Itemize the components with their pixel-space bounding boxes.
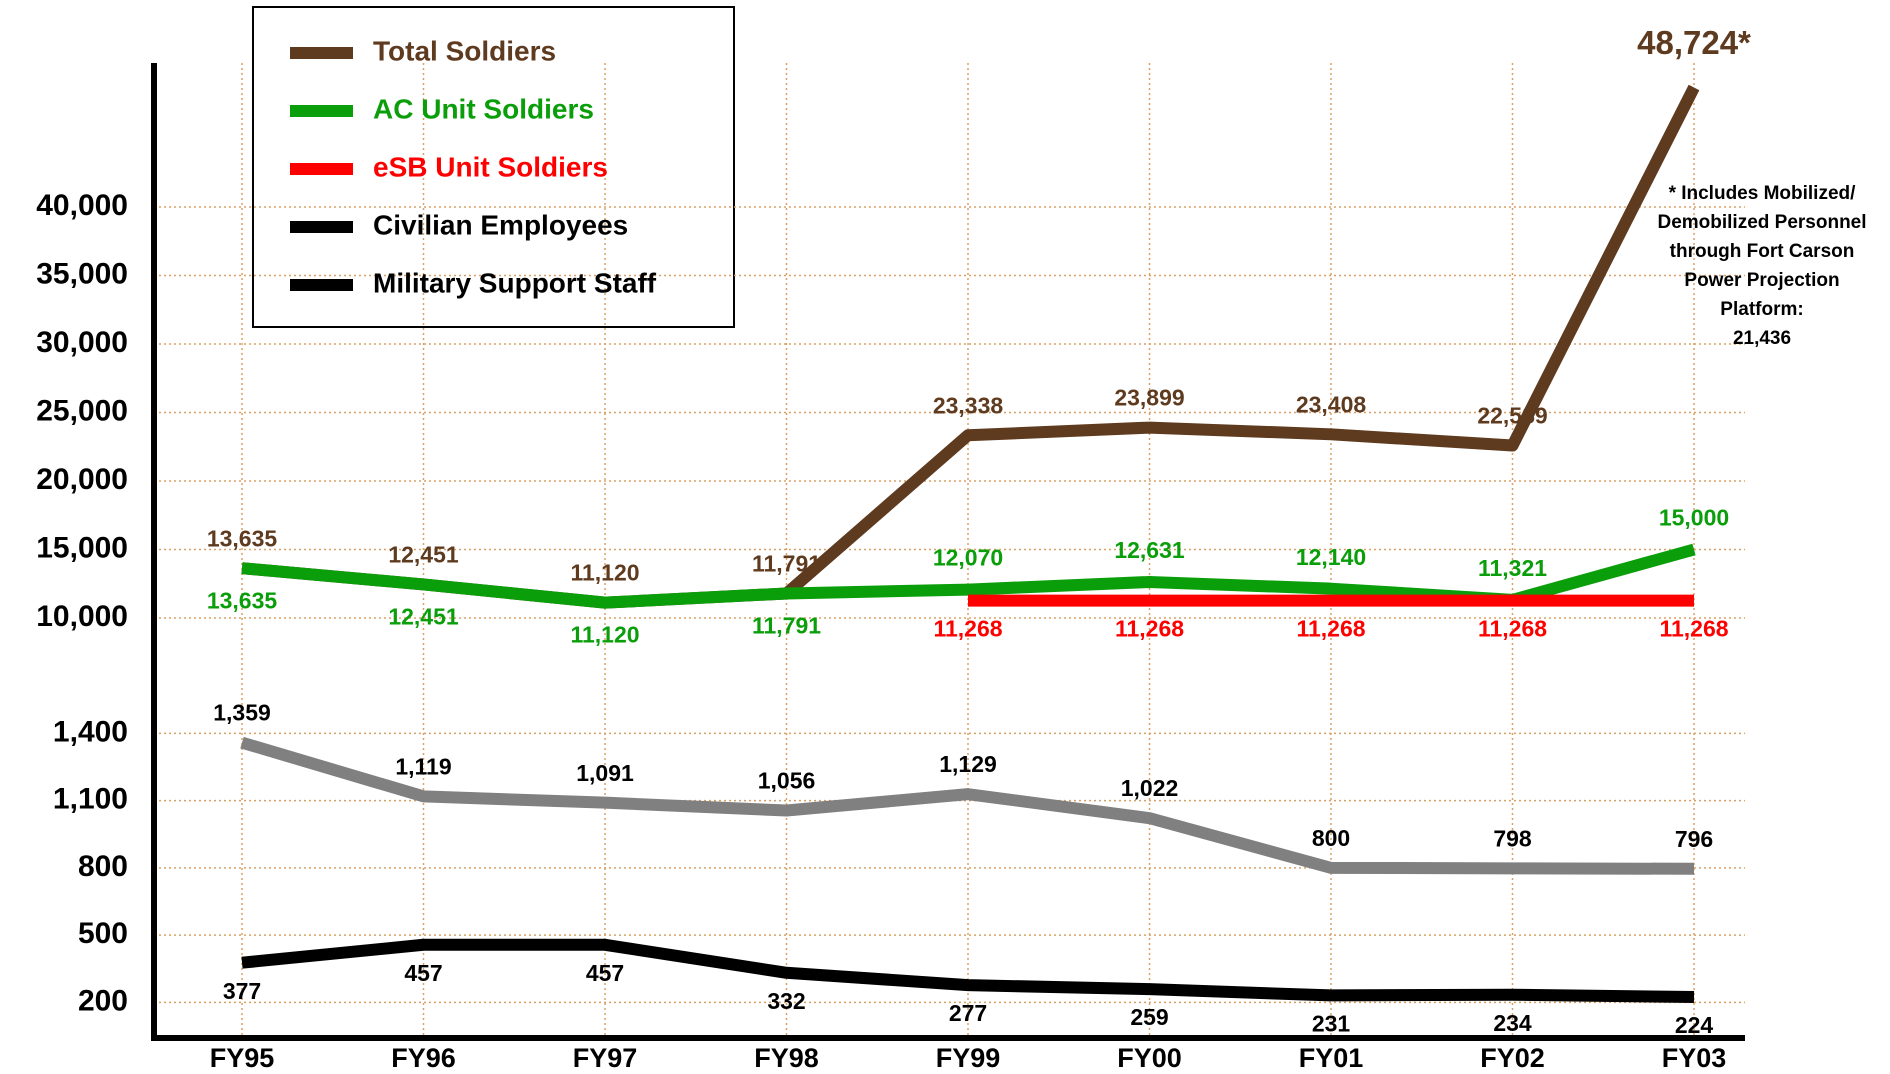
annotation: through Fort Carson [1670,241,1855,262]
y-tick-label: 500 [78,917,128,950]
data-label: 1,091 [576,760,634,786]
legend-label: Military Support Staff [373,267,657,298]
series-line [240,736,1695,875]
legend-label: eSB Unit Soldiers [373,151,608,182]
data-label: 13,635 [207,587,278,613]
y-tick-label: 35,000 [36,257,128,290]
data-label: 224 [1675,1012,1714,1038]
data-label: 23,338 [933,392,1004,418]
y-tick-label: 200 [78,984,128,1017]
data-label: 11,268 [1296,616,1365,642]
annotation: 21,436 [1733,328,1791,349]
series-line [241,938,1695,1003]
data-label: 1,119 [395,753,451,779]
x-tick-label: FY02 [1480,1043,1545,1073]
data-label: 12,451 [388,603,459,629]
data-label: 15,000 [1659,505,1729,531]
data-label: 11,791 [752,551,821,577]
annotation: Power Projection [1684,270,1839,291]
x-tick-label: FY00 [1117,1043,1182,1073]
data-label: 48,724* [1637,24,1751,61]
data-label: 231 [1312,1011,1351,1037]
data-label: 13,635 [207,525,278,551]
data-label: 234 [1493,1010,1532,1036]
data-label: 11,268 [1659,616,1728,642]
data-label: 798 [1493,825,1532,851]
data-label: 277 [949,1000,987,1026]
legend-label: AC Unit Soldiers [373,93,594,124]
annotation: * Includes Mobilized/ [1669,183,1857,204]
data-label: 259 [1130,1004,1168,1030]
data-label: 11,268 [1115,616,1184,642]
data-label: 12,070 [933,545,1003,571]
data-label: 23,899 [1114,385,1184,411]
data-label: 332 [767,988,805,1014]
data-label: 12,631 [1114,537,1185,563]
x-tick-label: FY96 [391,1043,456,1073]
y-tick-label: 1,400 [53,715,128,748]
data-label: 1,129 [939,751,997,777]
data-label: 377 [223,978,261,1004]
y-tick-label: 30,000 [36,326,128,359]
y-tick-label: 10,000 [36,600,128,633]
y-tick-label: 40,000 [36,189,128,222]
y-tick-label: 15,000 [36,531,128,564]
data-label: 1,359 [213,700,271,726]
data-label: 11,120 [570,560,639,586]
y-tick-label: 20,000 [36,463,128,496]
data-label: 11,268 [933,616,1002,642]
x-tick-label: FY98 [754,1043,819,1073]
data-label: 1,022 [1121,775,1179,801]
legend-label: Total Soldiers [373,35,556,66]
data-label: 11,120 [570,622,639,648]
y-tick-label: 1,100 [53,783,128,816]
x-tick-label: FY95 [210,1043,275,1073]
y-tick-label: 800 [78,850,128,883]
data-label: 12,451 [388,541,459,567]
data-label: 22,589 [1477,403,1547,429]
x-tick-label: FY03 [1662,1043,1727,1073]
data-label: 1,056 [758,768,816,794]
x-tick-label: FY97 [573,1043,638,1073]
data-label: 12,140 [1296,544,1366,570]
data-label: 457 [586,960,624,986]
data-label: 457 [404,960,442,986]
annotation: Demobilized Personnel [1657,212,1866,233]
y-tick-label: 25,000 [36,394,128,427]
annotation: Platform: [1720,299,1803,320]
x-tick-label: FY99 [936,1043,1001,1073]
data-label: 11,321 [1478,555,1547,581]
legend-label: Civilian Employees [373,209,628,240]
data-label: 796 [1675,826,1713,852]
data-label: 800 [1312,825,1350,851]
data-label: 11,791 [752,613,821,639]
data-label: 23,408 [1296,391,1367,417]
x-tick-label: FY01 [1299,1043,1364,1073]
data-label: 11,268 [1478,616,1547,642]
